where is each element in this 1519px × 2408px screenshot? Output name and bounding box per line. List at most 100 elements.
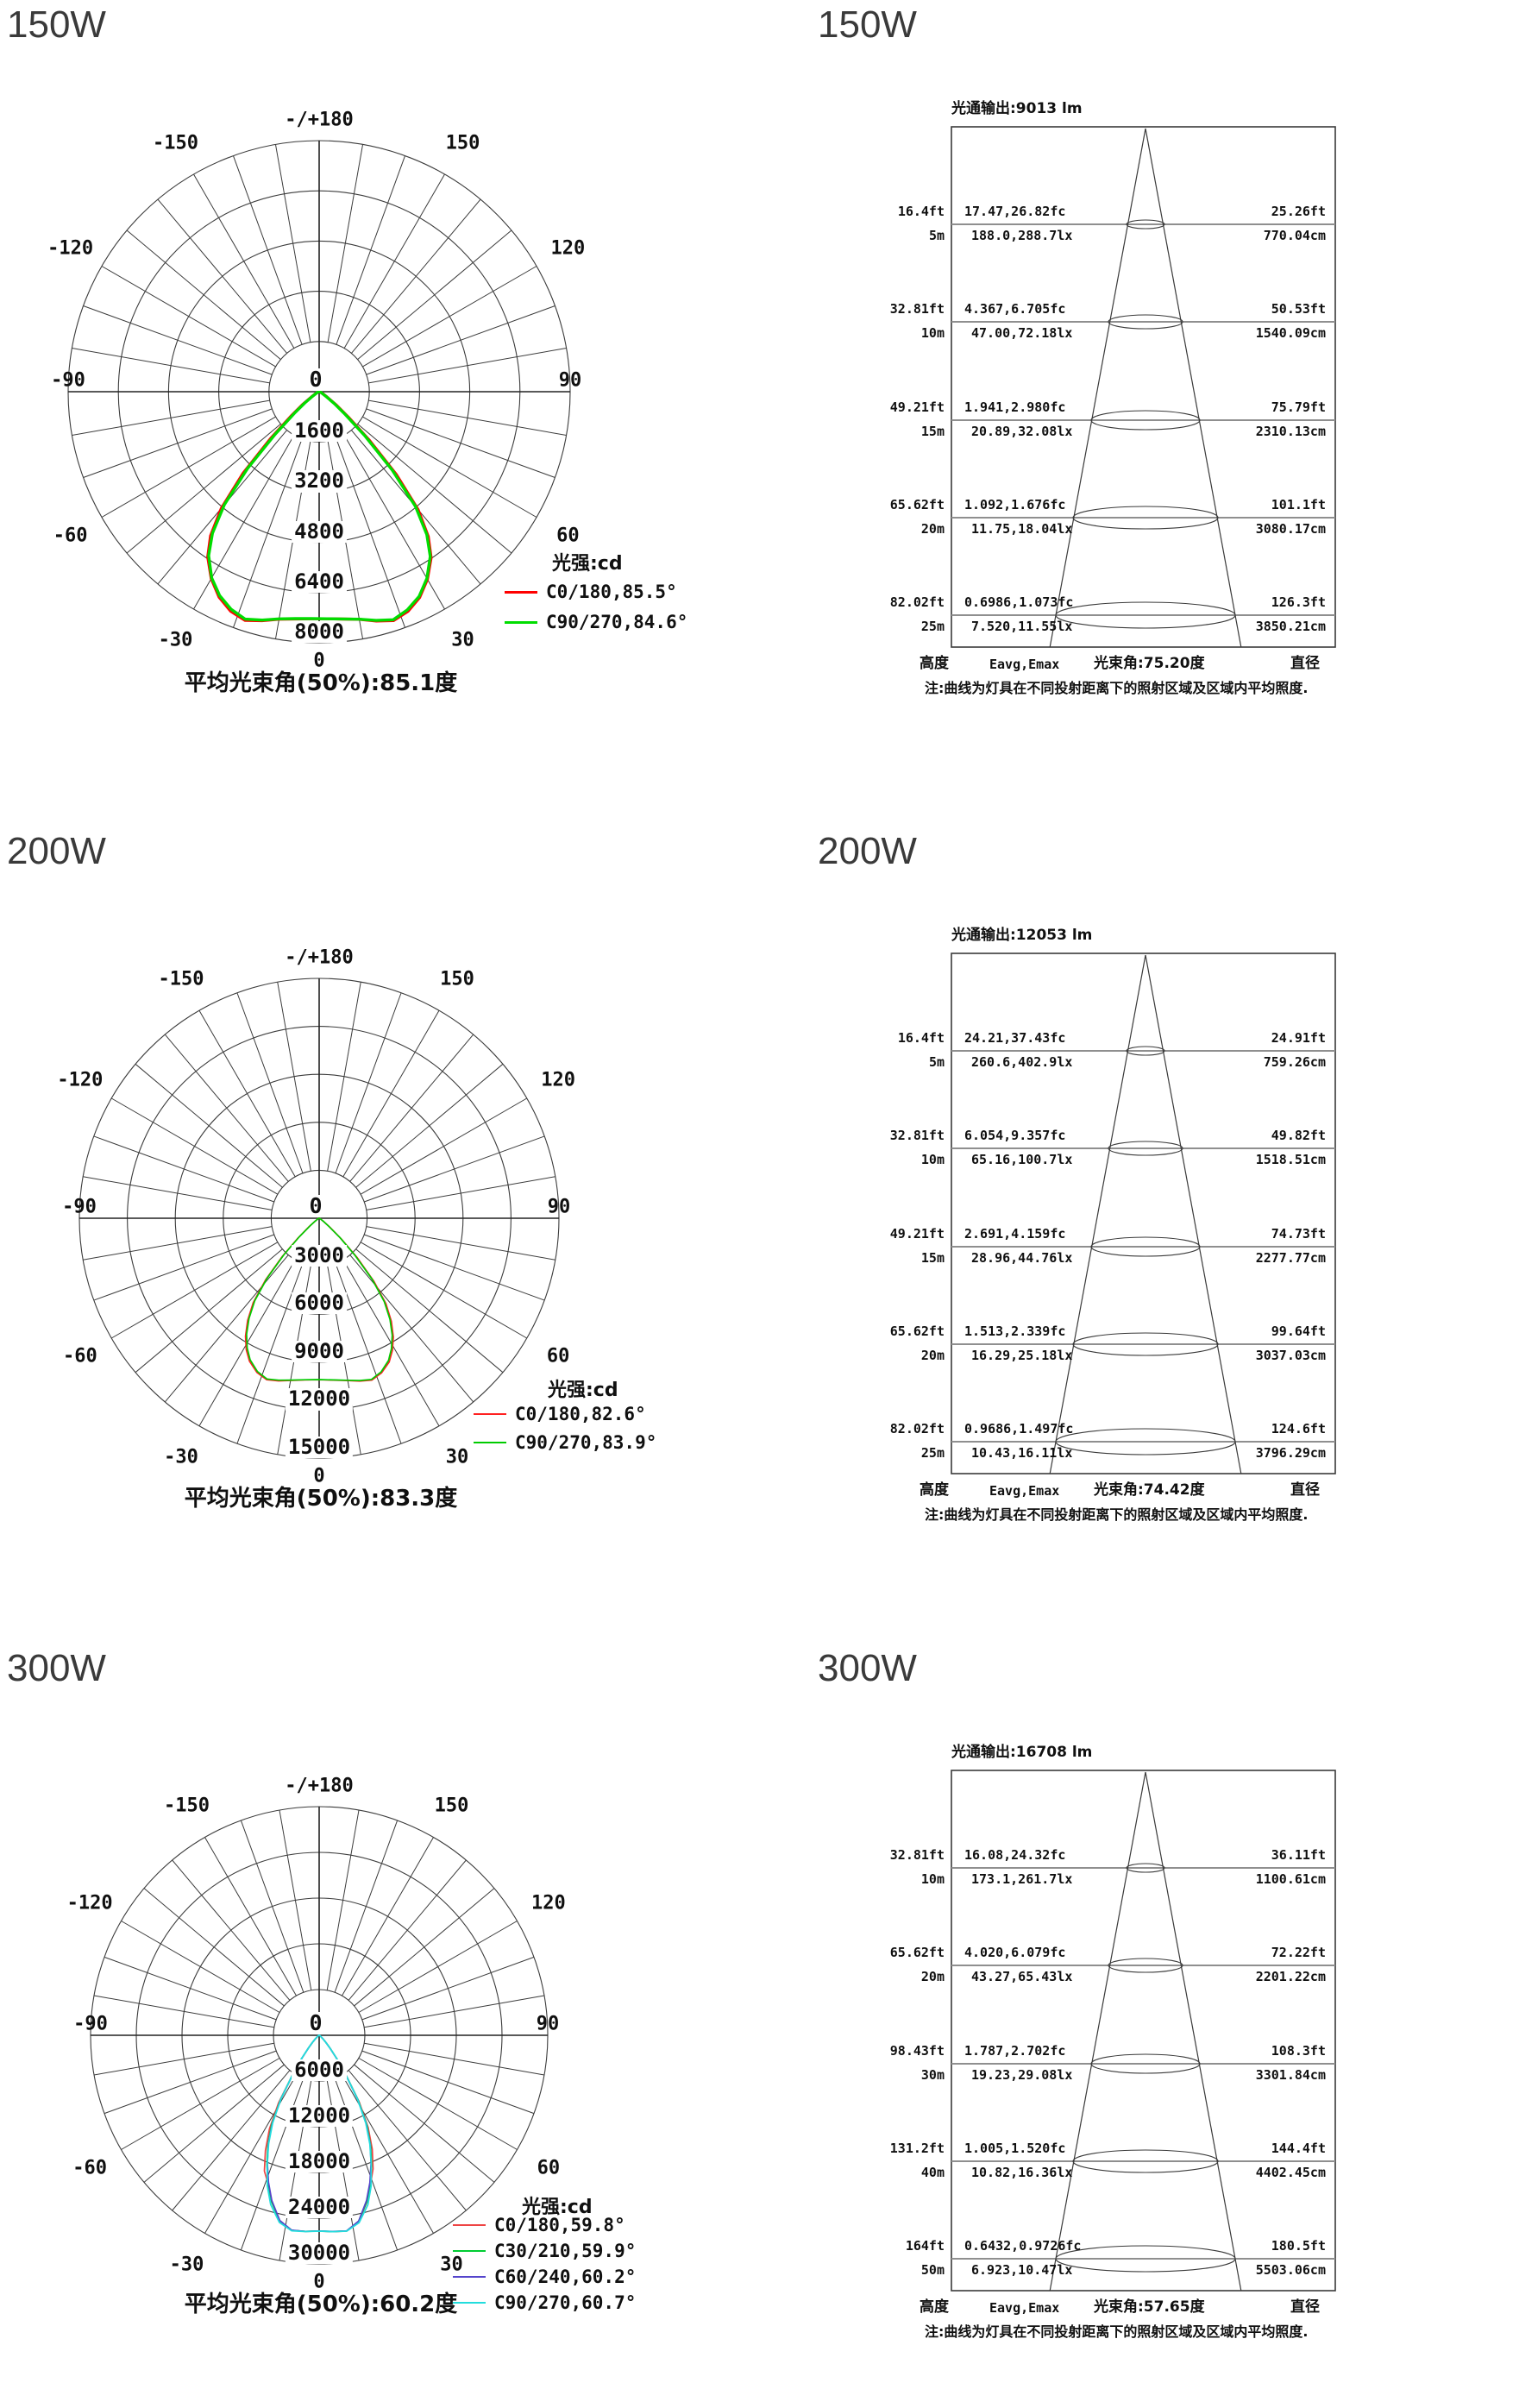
angle-label: -/+180 bbox=[285, 946, 354, 969]
row-illuminance-fc: 0.6432,0.9726fc bbox=[964, 2238, 1082, 2254]
row-diameter-cm: 3850.21cm bbox=[1255, 619, 1326, 634]
angle-label: 0 bbox=[313, 1465, 325, 1487]
row-illuminance-fc: 16.08,24.32fc bbox=[964, 1847, 1066, 1863]
row-height-ft: 82.02ft bbox=[889, 594, 945, 610]
angle-label: -/+180 bbox=[285, 1775, 354, 1797]
row-diameter-ft: 36.11ft bbox=[1271, 1847, 1326, 1863]
row-height-m: 5m bbox=[928, 228, 945, 243]
cone-title: 200W bbox=[818, 830, 917, 872]
row-height-m: 10m bbox=[920, 325, 945, 341]
legend-entry: C90/270,83.9° bbox=[515, 1432, 657, 1453]
ring-label-center: 0 bbox=[306, 1194, 325, 1218]
cone-title: 150W bbox=[818, 3, 917, 46]
cone-title: 300W bbox=[818, 1647, 917, 1689]
row-height-m: 30m bbox=[920, 2067, 945, 2083]
legend-title: 光强:cd bbox=[522, 2197, 593, 2218]
footer-height-label: 高度 bbox=[920, 655, 949, 672]
polar-curve-C90-270 bbox=[266, 2034, 373, 2233]
angle-label: 30 bbox=[445, 1446, 469, 1468]
cone-note: 注:曲线为灯具在不同投射距离下的照射区域及区域内平均照度. bbox=[925, 2323, 1309, 2340]
angle-label: 60 bbox=[537, 2156, 561, 2179]
row-diameter-ft: 180.5ft bbox=[1271, 2238, 1326, 2254]
ring-label: 3200 bbox=[292, 470, 347, 493]
row-height-ft: 32.81ft bbox=[889, 301, 945, 317]
ring-label: 4800 bbox=[292, 520, 347, 543]
angle-label: 90 bbox=[547, 1196, 571, 1218]
polar-title: 150W bbox=[7, 3, 106, 46]
row-height-ft: 82.02ft bbox=[889, 1421, 945, 1437]
section-200w: 200W 200W -/+180 -150 -120 -90 -60 -30 0 30 60 90 12… bbox=[0, 827, 1519, 1629]
angle-label: -120 bbox=[66, 1891, 113, 1914]
angle-label: -90 bbox=[51, 369, 85, 392]
legend-swatch-line bbox=[453, 2302, 486, 2304]
legend-title: 光强:cd bbox=[552, 553, 623, 575]
ring-label: 6000 bbox=[292, 1292, 347, 1315]
flux-label: 光通输出:12053 lm bbox=[951, 927, 1093, 944]
row-illuminance-lx: 20.89,32.08lx bbox=[971, 424, 1073, 439]
row-illuminance-fc: 0.9686,1.497fc bbox=[964, 1421, 1074, 1437]
legend-swatch-line bbox=[453, 2276, 486, 2278]
row-illuminance-fc: 4.020,6.079fc bbox=[964, 1945, 1066, 1960]
row-illuminance-lx: 173.1,261.7lx bbox=[971, 1871, 1073, 1887]
legend-entry: C90/270,60.7° bbox=[494, 2292, 637, 2313]
beam-angle-caption: 平均光束角(50%):83.3度 bbox=[184, 1486, 458, 1512]
polar-title: 300W bbox=[7, 1647, 106, 1689]
row-illuminance-lx: 10.43,16.11lx bbox=[971, 1445, 1073, 1461]
row-diameter-ft: 124.6ft bbox=[1271, 1421, 1326, 1437]
ring-label: 15000 bbox=[285, 1436, 354, 1459]
row-diameter-cm: 770.04cm bbox=[1263, 228, 1326, 243]
row-diameter-ft: 50.53ft bbox=[1271, 301, 1326, 317]
cone-note: 注:曲线为灯具在不同投射距离下的照射区域及区域内平均照度. bbox=[925, 680, 1309, 696]
row-diameter-cm: 3080.17cm bbox=[1255, 521, 1326, 537]
row-height-m: 5m bbox=[928, 1054, 945, 1070]
row-diameter-cm: 1540.09cm bbox=[1255, 325, 1326, 341]
row-height-m: 40m bbox=[920, 2165, 945, 2180]
legend-entry: C90/270,84.6° bbox=[546, 612, 688, 632]
row-diameter-cm: 2277.77cm bbox=[1255, 1250, 1326, 1266]
row-illuminance-lx: 65.16,100.7lx bbox=[971, 1152, 1073, 1167]
row-illuminance-lx: 16.29,25.18lx bbox=[971, 1348, 1073, 1363]
row-illuminance-lx: 188.0,288.7lx bbox=[971, 228, 1073, 243]
row-diameter-cm: 3301.84cm bbox=[1255, 2067, 1326, 2083]
angle-label: 60 bbox=[546, 1345, 570, 1367]
section-300w: 300W 300W -/+180 -150 -120 -90 -60 -30 0 30 60 90 12… bbox=[0, 1644, 1519, 2408]
row-height-ft: 65.62ft bbox=[889, 1323, 945, 1339]
angle-label: -120 bbox=[57, 1069, 104, 1091]
row-illuminance-fc: 1.941,2.980fc bbox=[964, 399, 1066, 415]
row-illuminance-fc: 2.691,4.159fc bbox=[964, 1226, 1066, 1242]
row-height-m: 20m bbox=[920, 521, 945, 537]
row-diameter-ft: 126.3ft bbox=[1271, 594, 1326, 610]
row-illuminance-fc: 6.054,9.357fc bbox=[964, 1128, 1066, 1143]
footer-height-label: 高度 bbox=[920, 1481, 949, 1499]
angle-label: 120 bbox=[530, 1891, 566, 1914]
ring-label-center: 0 bbox=[306, 368, 325, 392]
row-illuminance-lx: 7.520,11.55lx bbox=[971, 619, 1073, 634]
row-illuminance-lx: 19.23,29.08lx bbox=[971, 2067, 1073, 2083]
angle-label: 60 bbox=[556, 524, 580, 546]
angle-label: 30 bbox=[451, 629, 474, 651]
legend-swatch-line bbox=[474, 1413, 506, 1415]
angle-label: -90 bbox=[62, 1196, 97, 1218]
angle-label: -60 bbox=[72, 2156, 107, 2179]
footer-eavg-emax-label: Eavg,Emax bbox=[989, 2300, 1060, 2316]
row-height-ft: 98.43ft bbox=[889, 2043, 945, 2059]
angle-label: -30 bbox=[158, 629, 193, 651]
row-height-m: 50m bbox=[920, 2262, 945, 2278]
cone-diagram bbox=[951, 1770, 1336, 2292]
row-height-ft: 49.21ft bbox=[889, 1226, 945, 1242]
ring-label-center: 0 bbox=[306, 2011, 325, 2035]
footer-beam-angle: 光束角:75.20度 bbox=[1094, 655, 1205, 672]
angle-label: -30 bbox=[169, 2254, 204, 2276]
angle-label: 0 bbox=[313, 2271, 325, 2293]
row-height-ft: 16.4ft bbox=[897, 204, 945, 219]
row-height-ft: 65.62ft bbox=[889, 1945, 945, 1960]
row-diameter-cm: 2310.13cm bbox=[1255, 424, 1326, 439]
angle-label: 90 bbox=[536, 2013, 560, 2035]
row-illuminance-lx: 11.75,18.04lx bbox=[971, 521, 1073, 537]
angle-label: 30 bbox=[440, 2254, 463, 2276]
angle-label: -/+180 bbox=[285, 109, 354, 131]
ring-label: 1600 bbox=[292, 419, 347, 443]
ring-label: 6400 bbox=[292, 570, 347, 593]
polar-curve-C90-270 bbox=[207, 390, 432, 622]
angle-label: 0 bbox=[313, 650, 325, 672]
